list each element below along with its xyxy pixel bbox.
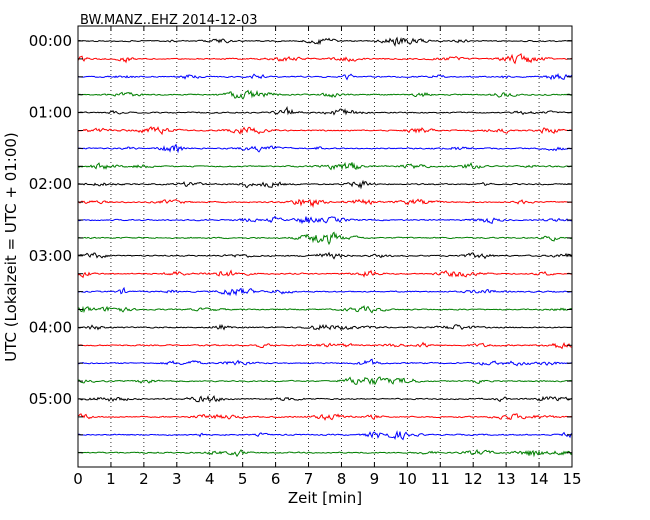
- trace-1: [77, 52, 573, 65]
- x-tick-label-6: 6: [271, 470, 281, 488]
- x-tick-label-4: 4: [205, 470, 215, 488]
- seismogram-traces: [77, 36, 573, 458]
- y-tick-label-1: 01:00: [29, 104, 72, 122]
- trace-0: [77, 36, 573, 47]
- trace-14: [77, 286, 573, 297]
- trace-7: [77, 161, 573, 171]
- x-tick-label-13: 13: [497, 470, 516, 488]
- x-tick-label-10: 10: [398, 470, 417, 488]
- trace-19: [77, 376, 573, 386]
- trace-20: [77, 395, 573, 403]
- x-tick-label-1: 1: [106, 470, 116, 488]
- y-tick-label-2: 02:00: [29, 175, 72, 193]
- trace-22: [77, 430, 573, 441]
- x-tick-label-0: 0: [73, 470, 83, 488]
- trace-16: [77, 323, 573, 331]
- y-axis-label: UTC (Lokalzeit = UTC + 01:00): [2, 132, 20, 362]
- x-tick-label-5: 5: [238, 470, 248, 488]
- x-tick-label-7: 7: [304, 470, 314, 488]
- trace-17: [77, 341, 573, 350]
- trace-13: [77, 269, 573, 279]
- y-tick-label-3: 03:00: [29, 247, 72, 265]
- x-axis-ticks: 0 1 2 3 4 5 6 7 8 9 10 11 12 13 14 15: [73, 26, 582, 488]
- y-tick-label-4: 04:00: [29, 318, 72, 336]
- trace-11: [77, 231, 573, 246]
- x-tick-label-2: 2: [139, 470, 149, 488]
- y-tick-label-0: 00:00: [29, 32, 72, 50]
- x-tick-label-12: 12: [464, 470, 483, 488]
- trace-18: [77, 358, 573, 367]
- trace-5: [77, 126, 573, 136]
- trace-2: [77, 72, 573, 81]
- trace-3: [77, 89, 573, 100]
- trace-4: [77, 105, 573, 116]
- x-tick-label-3: 3: [172, 470, 182, 488]
- trace-21: [77, 413, 573, 421]
- x-tick-label-14: 14: [530, 470, 549, 488]
- x-tick-label-9: 9: [370, 470, 380, 488]
- x-tick-label-11: 11: [431, 470, 450, 488]
- trace-9: [77, 198, 573, 208]
- y-axis-ticks: 00:00 01:00 02:00 03:00 04:00 05:00: [29, 32, 572, 454]
- trace-8: [77, 179, 573, 190]
- x-tick-label-15: 15: [562, 470, 581, 488]
- trace-15: [77, 305, 573, 314]
- trace-10: [77, 215, 573, 225]
- trace-12: [77, 251, 573, 260]
- x-axis-label: Zeit [min]: [288, 489, 362, 507]
- chart-title: BW.MANZ..EHZ 2014-12-03: [80, 13, 258, 28]
- x-tick-label-8: 8: [337, 470, 347, 488]
- plot-frame: [77, 25, 573, 468]
- trace-23: [77, 449, 573, 458]
- trace-6: [77, 143, 573, 154]
- grid-lines: [110, 26, 540, 467]
- y-tick-label-5: 05:00: [29, 390, 72, 408]
